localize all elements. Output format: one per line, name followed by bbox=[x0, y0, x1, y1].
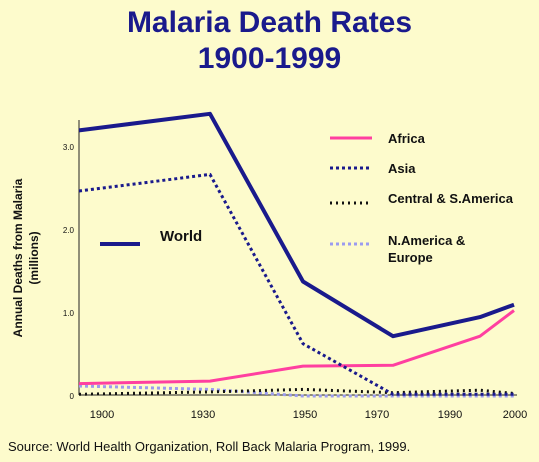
series-layer bbox=[78, 111, 515, 398]
series-line-world bbox=[78, 111, 515, 339]
series-line-n-america-europe bbox=[78, 384, 514, 398]
y-tick-label: 3.0 bbox=[63, 143, 75, 152]
source-note: Source: World Health Organization, Roll … bbox=[8, 439, 411, 454]
y-axis-label-line2: (millions) bbox=[27, 231, 41, 284]
legend-label-central-s-america: Central & S.America bbox=[388, 191, 514, 206]
x-tick-label: 1950 bbox=[293, 409, 317, 421]
legend: Africa Asia Central & S.America N.America &… bbox=[100, 131, 514, 265]
chart-subtitle: 1900-1999 bbox=[197, 42, 342, 75]
legend-label-n-america-europe-line2: Europe bbox=[388, 250, 433, 265]
x-tick-label: 1900 bbox=[90, 409, 114, 421]
x-tick-label: 1930 bbox=[191, 409, 215, 421]
y-tick-label: 0 bbox=[70, 392, 75, 401]
series-line-central-s-america bbox=[78, 387, 515, 396]
y-axis-label-line1: Annual Deaths from Malaria bbox=[11, 178, 25, 337]
axes: 1900 1930 1950 1970 1990 2000 3.0 2.0 1.0 0 bbox=[63, 120, 527, 421]
legend-label-n-america-europe: N.America & bbox=[388, 233, 465, 248]
x-tick-label: 1990 bbox=[438, 409, 462, 421]
series-line-asia bbox=[78, 172, 514, 396]
series-line-africa bbox=[78, 309, 515, 386]
y-axis-label: Annual Deaths from Malaria (millions) bbox=[11, 178, 41, 337]
x-tick-label: 2000 bbox=[503, 409, 527, 421]
y-tick-label: 2.0 bbox=[63, 226, 75, 235]
legend-label-world: World bbox=[160, 228, 202, 245]
legend-label-asia: Asia bbox=[388, 161, 416, 176]
legend-label-africa: Africa bbox=[388, 131, 426, 146]
y-tick-label: 1.0 bbox=[63, 309, 75, 318]
x-tick-label: 1970 bbox=[365, 409, 389, 421]
chart-title: Malaria Death Rates bbox=[126, 6, 413, 39]
